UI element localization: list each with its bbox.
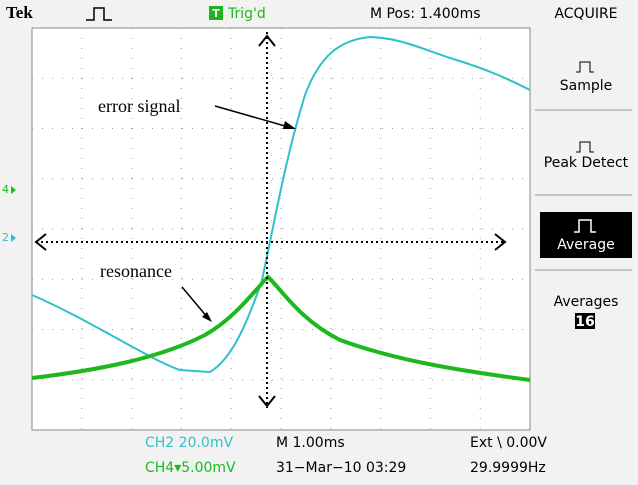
ch4-marker: 4 [2,183,9,196]
brand: Tek [6,3,33,22]
resonance-label: resonance [100,261,172,281]
trigger-source: Ext \ 0.00V [470,435,547,451]
menu-peak-detect[interactable]: Peak Detect [544,155,629,171]
ch2-marker: 2 [2,231,9,244]
trigger-status: Trig'd [227,6,266,22]
frequency: 29.9999Hz [470,460,546,476]
ch4-scale: CH4▾5.00mV [145,460,236,476]
scope-screen: Tek T Trig'd M Pos: 1.400ms ACQUIRE 4 2 … [0,0,638,485]
menu-title: ACQUIRE [554,6,617,22]
position: M Pos: 1.400ms [370,6,481,22]
menu-sample[interactable]: Sample [560,78,613,94]
ch2-scale: CH2 20.0mV [145,435,233,451]
date: 31−Mar−10 03:29 [276,460,406,476]
menu-average[interactable]: Average [557,237,615,253]
averages-value: 16 [575,314,594,330]
timebase: M 1.00ms [276,435,345,451]
error-signal-label: error signal [98,96,180,116]
menu-averages[interactable]: Averages [554,294,619,310]
page: Tek T Trig'd M Pos: 1.400ms ACQUIRE 4 2 … [0,0,638,485]
trigger-icon: T [212,7,220,20]
